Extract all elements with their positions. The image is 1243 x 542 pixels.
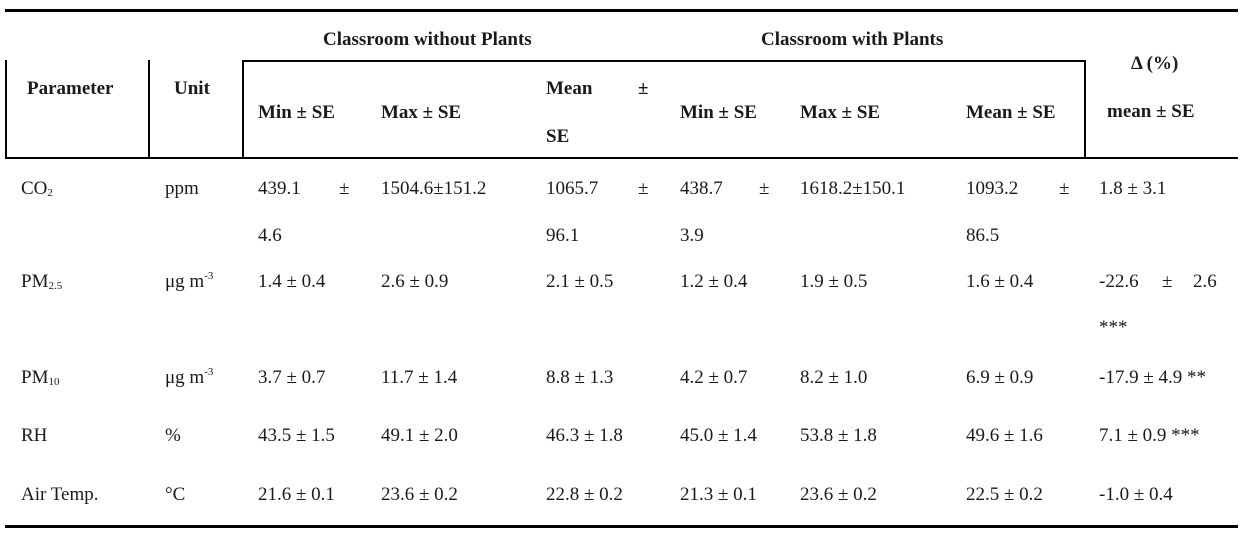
header-delta-line2: mean ± SE xyxy=(1107,101,1195,122)
row-pm10-delta: -17.9 ± 4.9 ** xyxy=(1099,367,1207,388)
divider-unit xyxy=(148,60,150,159)
divider-group-left xyxy=(242,60,244,159)
row-airtemp-mean-without: 22.8 ± 0.2 xyxy=(546,484,623,505)
row-co2-min-without-se: 4.6 xyxy=(258,225,282,246)
row-pm25-delta-se: 2.6 xyxy=(1193,271,1217,292)
row-pm25-delta-pm: ± xyxy=(1162,271,1173,292)
row-co2-mean-with-pm: ± xyxy=(1059,178,1070,199)
row-co2-min-with-se: 3.9 xyxy=(680,225,704,246)
row-rh-mean-without: 46.3 ± 1.8 xyxy=(546,425,623,446)
row-pm25-mean-without: 2.1 ± 0.5 xyxy=(546,271,614,292)
header-max-without: Max ± SE xyxy=(381,102,462,123)
row-co2-min-with-value: 438.7 xyxy=(680,178,723,199)
row-rh-min-without: 43.5 ± 1.5 xyxy=(258,425,335,446)
row-pm10-parameter: PM10 xyxy=(21,367,60,388)
group-rule xyxy=(242,60,1086,62)
row-co2-parameter: CO2 xyxy=(21,178,53,199)
row-airtemp-mean-with: 22.5 ± 0.2 xyxy=(966,484,1043,505)
row-rh-delta: 7.1 ± 0.9 *** xyxy=(1099,425,1200,446)
row-airtemp-max-with: 23.6 ± 0.2 xyxy=(800,484,877,505)
row-airtemp-min-without: 21.6 ± 0.1 xyxy=(258,484,335,505)
row-rh-max-without: 49.1 ± 2.0 xyxy=(381,425,458,446)
header-mean-without-line2: SE xyxy=(546,126,570,147)
row-airtemp-min-with: 21.3 ± 0.1 xyxy=(680,484,757,505)
row-co2-unit: ppm xyxy=(165,178,199,199)
row-pm25-parameter: PM2.5 xyxy=(21,271,63,292)
header-mean-without-line1: Mean xyxy=(546,78,593,99)
row-pm25-min-without: 1.4 ± 0.4 xyxy=(258,271,326,292)
row-pm10-max-without: 11.7 ± 1.4 xyxy=(381,367,458,388)
header-max-with: Max ± SE xyxy=(800,102,881,123)
row-co2-mean-with-value: 1093.2 xyxy=(966,178,1019,199)
row-airtemp-unit: °C xyxy=(165,484,186,505)
row-pm10-max-with: 8.2 ± 1.0 xyxy=(800,367,868,388)
row-airtemp-max-without: 23.6 ± 0.2 xyxy=(381,484,458,505)
header-delta-line1: Δ (%) xyxy=(1131,53,1179,74)
row-co2-min-with-pm: ± xyxy=(759,178,770,199)
row-pm10-mean-with: 6.9 ± 0.9 xyxy=(966,367,1034,388)
row-pm25-min-with: 1.2 ± 0.4 xyxy=(680,271,748,292)
row-co2-delta: 1.8 ± 3.1 xyxy=(1099,178,1167,199)
row-airtemp-delta: -1.0 ± 0.4 xyxy=(1099,484,1173,505)
row-co2-mean-with-se: 86.5 xyxy=(966,225,1000,246)
row-rh-unit: % xyxy=(165,425,181,446)
divider-group-right xyxy=(1084,60,1086,159)
header-min-with: Min ± SE xyxy=(680,102,757,123)
row-pm25-max-without: 2.6 ± 0.9 xyxy=(381,271,449,292)
row-pm25-max-with: 1.9 ± 0.5 xyxy=(800,271,868,292)
row-airtemp-parameter: Air Temp. xyxy=(21,484,99,505)
header-mean-with: Mean ± SE xyxy=(966,102,1056,123)
row-rh-parameter: RH xyxy=(21,425,48,446)
header-unit: Unit xyxy=(174,78,210,99)
row-pm10-min-with: 4.2 ± 0.7 xyxy=(680,367,748,388)
row-pm25-delta-significance: *** xyxy=(1099,317,1128,338)
row-co2-max-without: 1504.6±151.2 xyxy=(381,178,487,199)
row-rh-max-with: 53.8 ± 1.8 xyxy=(800,425,877,446)
row-rh-min-with: 45.0 ± 1.4 xyxy=(680,425,757,446)
row-co2-max-with: 1618.2±150.1 xyxy=(800,178,906,199)
row-co2-mean-without-pm: ± xyxy=(638,178,649,199)
row-co2-min-without-value: 439.1 xyxy=(258,178,301,199)
bottom-rule xyxy=(5,525,1238,528)
top-rule xyxy=(5,9,1238,12)
header-mean-without-pm: ± xyxy=(638,78,649,99)
header-parameter: Parameter xyxy=(27,78,114,99)
header-min-without: Min ± SE xyxy=(258,102,335,123)
row-pm25-delta-value: -22.6 xyxy=(1099,271,1139,292)
header-group-without: Classroom without Plants xyxy=(323,29,532,50)
row-co2-min-without-pm: ± xyxy=(339,178,350,199)
row-rh-mean-with: 49.6 ± 1.6 xyxy=(966,425,1043,446)
divider-left xyxy=(5,60,7,159)
header-group-with: Classroom with Plants xyxy=(761,29,944,50)
row-pm25-unit: μg m-3 xyxy=(165,270,214,292)
row-co2-mean-without-se: 96.1 xyxy=(546,225,580,246)
row-pm25-mean-with: 1.6 ± 0.4 xyxy=(966,271,1034,292)
row-pm10-unit: μg m-3 xyxy=(165,366,214,388)
row-pm10-min-without: 3.7 ± 0.7 xyxy=(258,367,326,388)
row-pm10-mean-without: 8.8 ± 1.3 xyxy=(546,367,614,388)
header-bottom-rule xyxy=(5,157,1238,159)
row-co2-mean-without-value: 1065.7 xyxy=(546,178,599,199)
